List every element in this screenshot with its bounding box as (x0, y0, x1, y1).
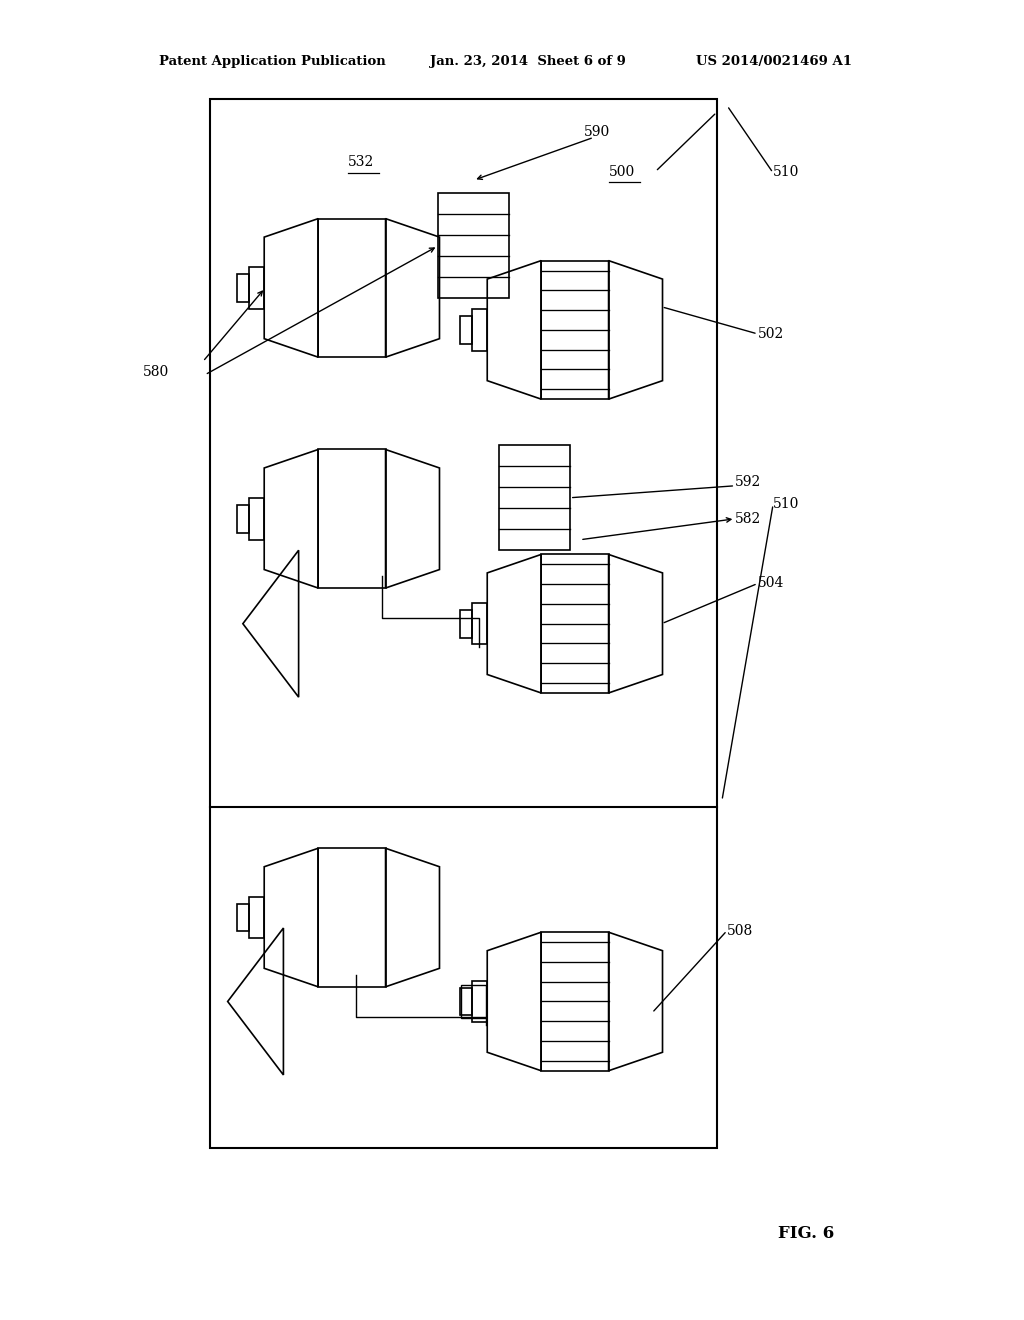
Bar (318, 219, 386, 358)
Bar (210, 99, 717, 1148)
Text: Patent Application Publication: Patent Application Publication (159, 55, 385, 69)
Text: FIG. 6: FIG. 6 (778, 1225, 835, 1242)
Bar (460, 315, 472, 343)
Bar (472, 981, 487, 1022)
Bar (238, 904, 249, 932)
Bar (499, 445, 569, 550)
Text: 582: 582 (735, 512, 762, 525)
Bar (238, 275, 249, 302)
Text: 510: 510 (773, 165, 800, 178)
Bar (318, 450, 386, 587)
Bar (249, 498, 264, 540)
Bar (318, 849, 386, 987)
Bar (249, 267, 264, 309)
Bar (472, 603, 487, 644)
Text: 500: 500 (609, 165, 636, 178)
Bar (461, 985, 486, 1018)
Bar (541, 260, 608, 399)
Bar (238, 506, 249, 532)
Bar (438, 194, 509, 298)
Bar (249, 896, 264, 939)
Text: 510: 510 (773, 498, 800, 511)
Text: Jan. 23, 2014  Sheet 6 of 9: Jan. 23, 2014 Sheet 6 of 9 (430, 55, 626, 69)
Text: 502: 502 (758, 327, 784, 341)
Text: 592: 592 (735, 475, 762, 488)
Text: 508: 508 (727, 924, 754, 937)
Bar (472, 309, 487, 351)
Bar (541, 554, 608, 693)
Text: 532: 532 (348, 156, 375, 169)
Text: 504: 504 (758, 577, 784, 590)
Text: 590: 590 (584, 125, 610, 139)
Bar (541, 932, 608, 1071)
Bar (460, 610, 472, 638)
Text: US 2014/0021469 A1: US 2014/0021469 A1 (696, 55, 852, 69)
Bar (460, 987, 472, 1015)
Text: 580: 580 (143, 366, 170, 379)
